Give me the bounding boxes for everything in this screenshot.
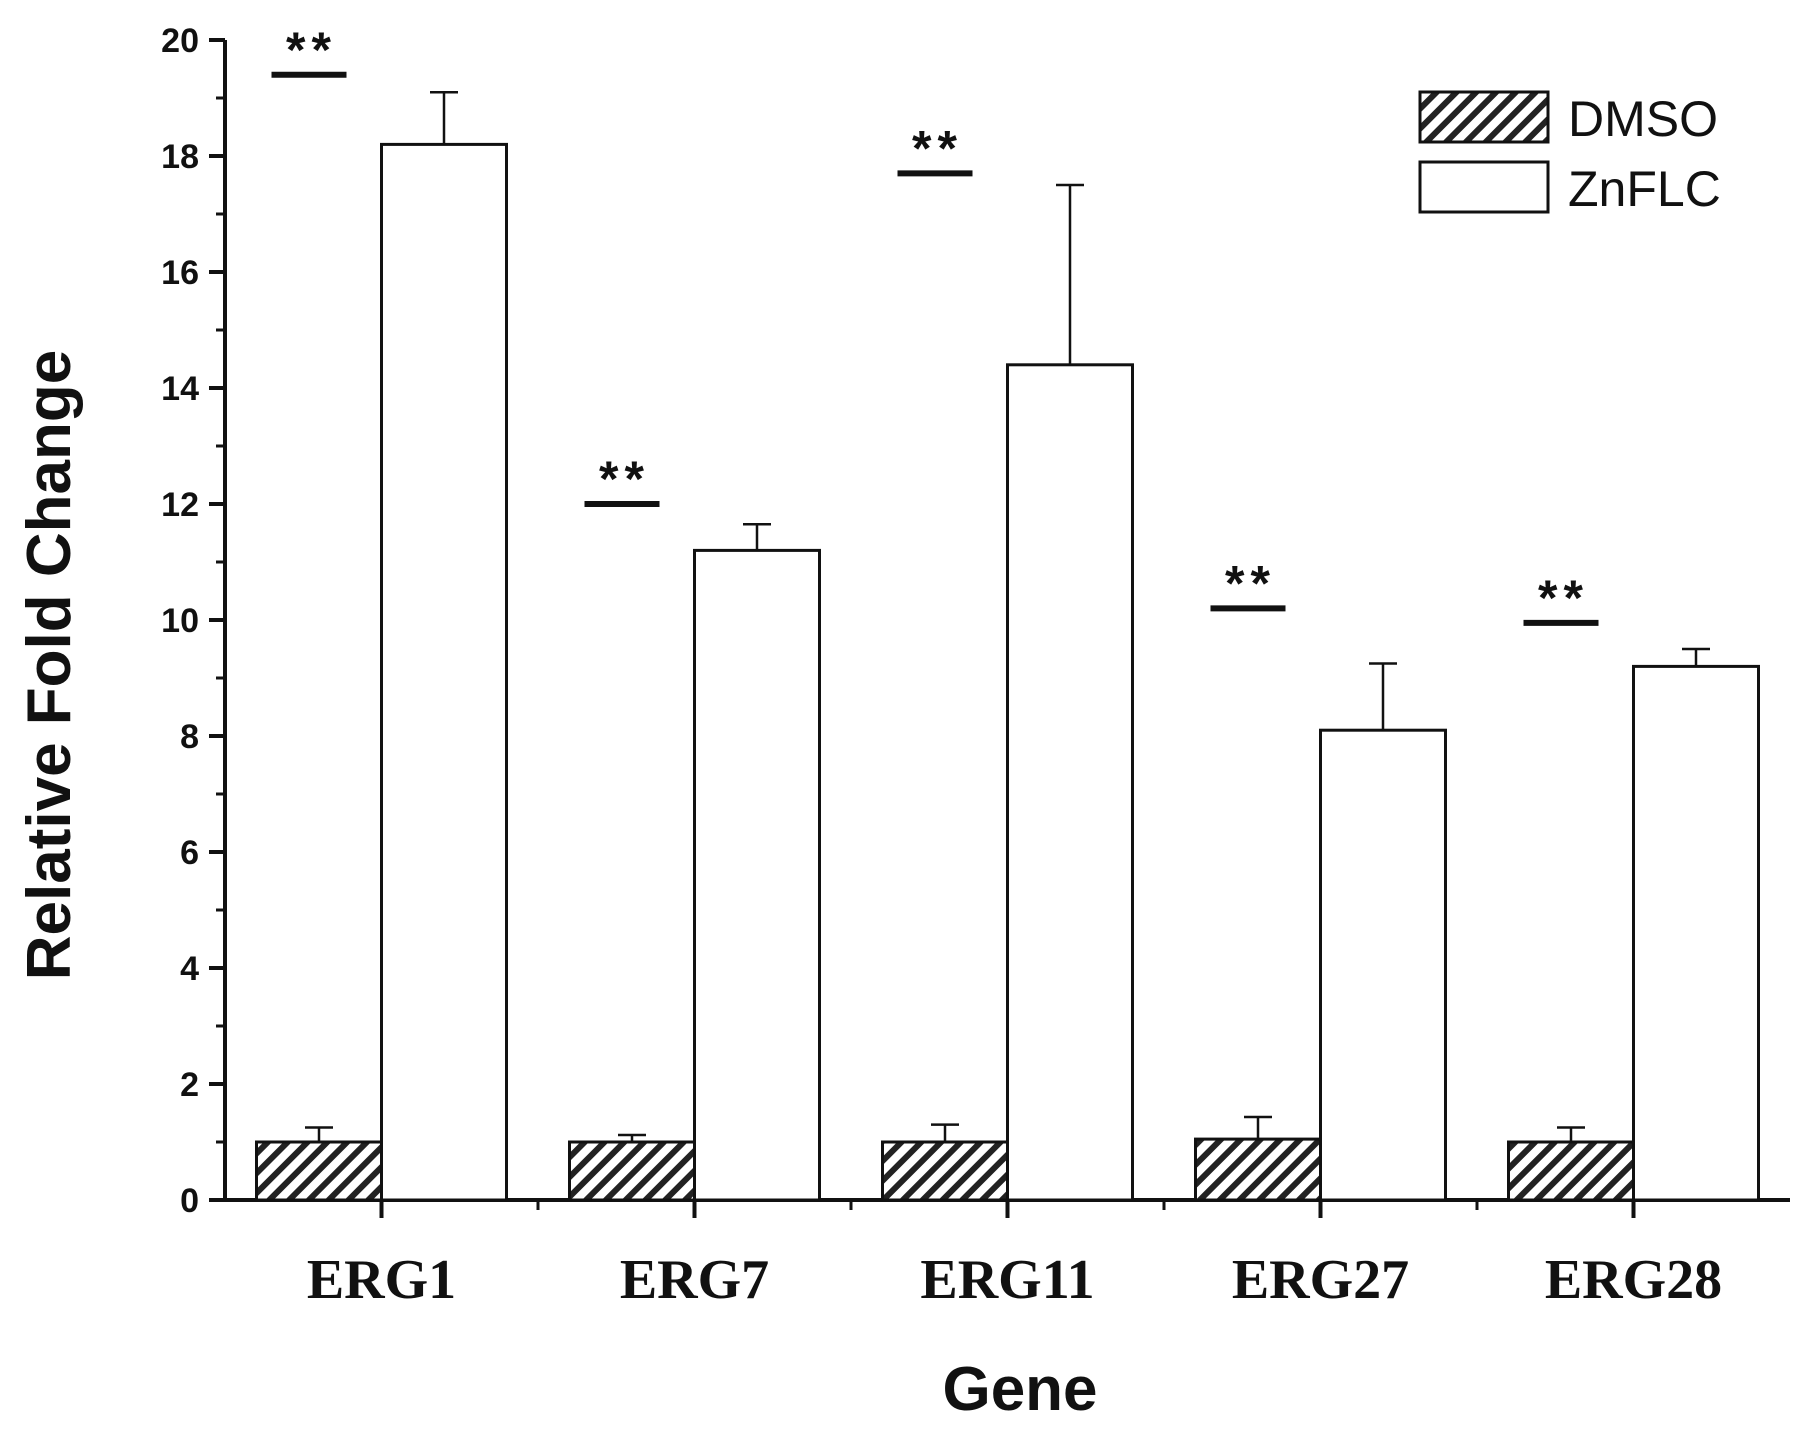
significance-label: ** [1225,555,1276,611]
legend: DMSO ZnFLC [1418,90,1721,217]
y-tick-label: 0 [180,1182,199,1220]
bar-znflc-erg27 [1319,728,1447,1202]
legend-swatch-znflc [1418,160,1550,214]
bar-znflc-erg7 [693,548,821,1202]
bar-dmso-erg7 [568,1140,696,1202]
y-tick-label: 4 [180,950,199,988]
y-tick-label: 10 [161,602,199,640]
significance-label: ** [599,451,650,507]
x-tick-label: ERG27 [1232,1249,1409,1311]
bar-dmso-erg1 [255,1140,383,1202]
y-tick-label: 12 [161,486,199,524]
x-tick-label: ERG7 [620,1249,769,1311]
y-tick-label: 18 [161,138,199,176]
bar-znflc-erg1 [380,142,508,1202]
bar-dmso-erg11 [881,1140,1009,1202]
y-tick-label: 16 [161,254,199,292]
y-tick-label: 20 [161,22,199,60]
bar-dmso-erg28 [1507,1140,1635,1202]
bar-znflc-erg28 [1632,664,1760,1202]
legend-label-znflc: ZnFLC [1568,161,1721,217]
significance-label: ** [1538,570,1589,626]
plot-area: 0 2 4 6 8 10 12 14 16 18 20 ERG1 ** ERG7 ** ERG11 ** ERG2… [161,22,1790,1311]
legend-swatch-dmso [1418,90,1550,144]
significance-label: ** [912,120,963,176]
y-tick-label: 14 [161,370,199,408]
x-tick-label: ERG28 [1545,1249,1722,1311]
x-tick-label: ERG11 [920,1249,1094,1311]
x-axis-title: Gene [942,1355,1097,1424]
significance-label: ** [286,22,337,78]
y-tick-label: 6 [180,834,199,872]
x-tick-label: ERG1 [307,1249,456,1311]
legend-label-dmso: DMSO [1568,91,1718,147]
y-axis-title: Relative Fold Change [15,350,84,980]
y-tick-label: 2 [180,1066,199,1104]
y-tick-label: 8 [180,718,199,756]
bar-znflc-erg11 [1006,363,1134,1202]
bar-dmso-erg27 [1194,1137,1322,1202]
